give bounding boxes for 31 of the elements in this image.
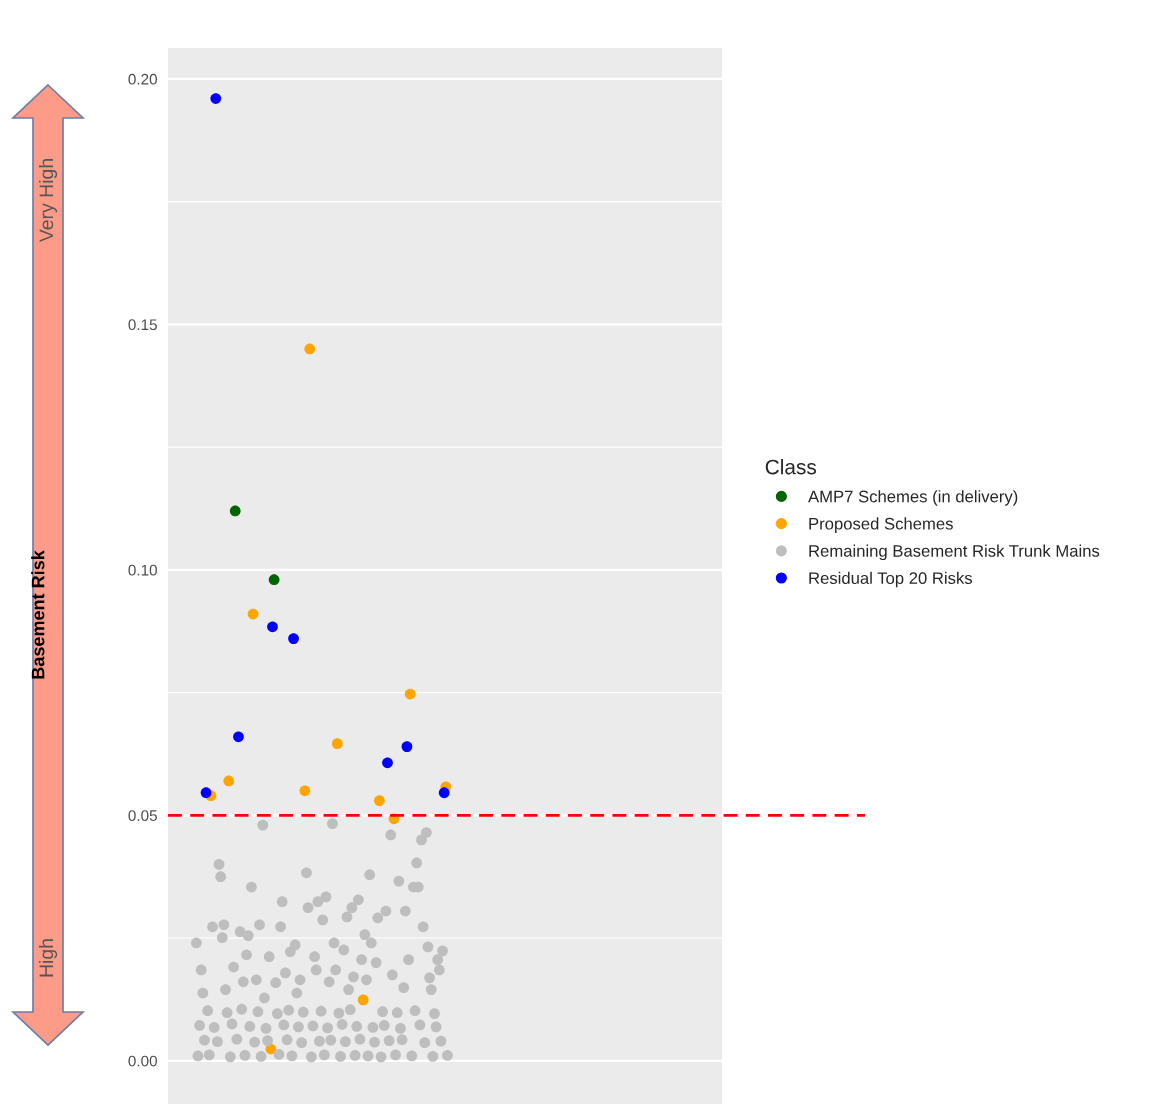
- legend-label: Proposed Schemes: [809, 517, 953, 533]
- point: [210, 93, 222, 104]
- legend-label: AMP7 Schemes (in delivery): [808, 490, 1018, 506]
- point: [229, 505, 241, 517]
- legend-label: Residual Top 20 Risks: [809, 571, 973, 588]
- y-tick-label: 0.20: [128, 73, 157, 85]
- point: [299, 785, 311, 797]
- point: [357, 994, 369, 1006]
- point: [331, 738, 343, 750]
- text: Very High: [38, 159, 58, 243]
- point: [200, 787, 212, 799]
- point: [382, 757, 393, 769]
- text: High: [38, 939, 58, 977]
- point: [223, 775, 235, 787]
- point: [247, 608, 259, 620]
- legend-title: Class: [765, 459, 817, 475]
- y-axis-title: Basement Risk: [31, 550, 45, 679]
- point: [233, 731, 244, 743]
- point: [304, 343, 316, 355]
- point: [401, 741, 413, 752]
- point: [438, 787, 450, 799]
- point: [374, 795, 385, 806]
- y-tick-label: 0.15: [128, 319, 157, 331]
- y-tick-label: 0.00: [128, 1055, 157, 1067]
- y-tick-label: 0.05: [128, 810, 157, 822]
- point: [267, 621, 278, 633]
- point: [268, 574, 280, 586]
- point: [288, 633, 299, 644]
- legend-label: Remaining Basement Risk Trunk Mains: [809, 544, 1100, 561]
- point: [404, 688, 416, 700]
- y-tick-label: 0.10: [128, 564, 157, 576]
